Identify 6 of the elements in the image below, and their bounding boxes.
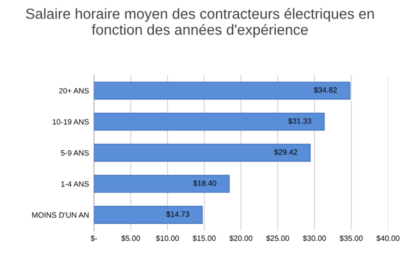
- bar: [94, 144, 311, 162]
- chart-title: Salaire horaire moyen des contracteurs électriques en fonction des années d'expérience: [26, 8, 374, 38]
- bar: [94, 206, 203, 224]
- bar: [94, 112, 325, 131]
- bar: [94, 174, 230, 193]
- bar: [94, 82, 350, 100]
